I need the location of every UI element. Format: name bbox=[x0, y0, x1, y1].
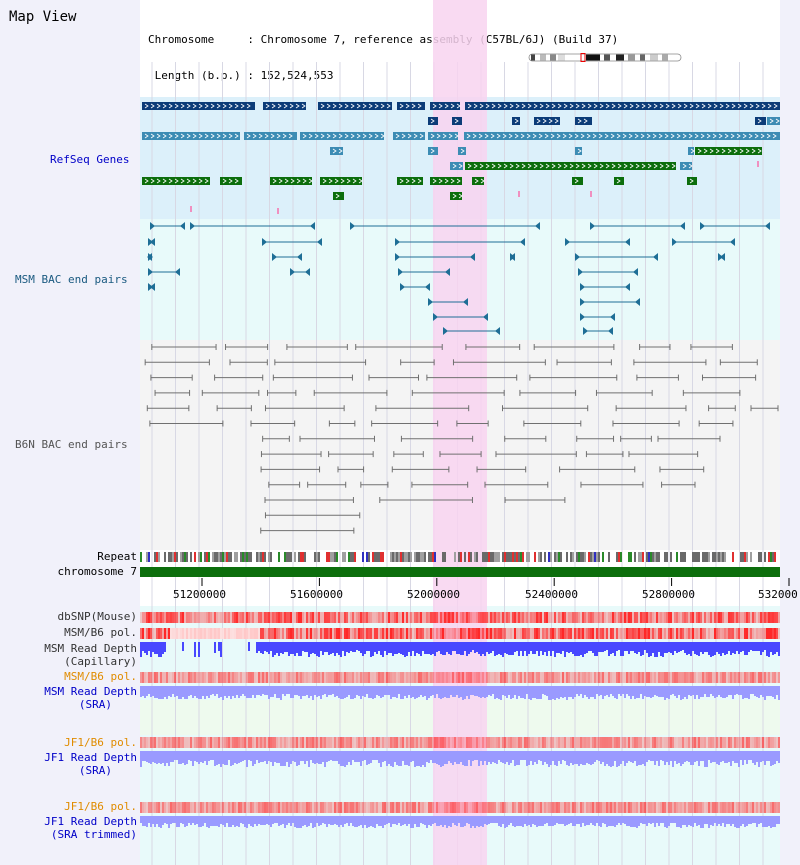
axis-tick-label: 52800000 bbox=[642, 588, 695, 601]
gene-feature bbox=[333, 192, 344, 200]
jf1-depth-sra-bars bbox=[140, 751, 780, 767]
length-label: Length (b.p.) : bbox=[148, 69, 261, 82]
gene-feature bbox=[614, 177, 624, 185]
show-label: Show (b.p.) : bbox=[148, 105, 261, 118]
jf1-b6-pol2-track-label: JF1/B6 pol. bbox=[64, 800, 137, 813]
gene-feature bbox=[397, 177, 423, 185]
jf1-depth-label-2: (SRA) bbox=[78, 764, 112, 777]
gene-feature bbox=[680, 162, 692, 170]
chromosome-bar bbox=[140, 567, 780, 577]
depth-tracks-bg bbox=[140, 606, 780, 865]
b6n-bac-track-bg bbox=[140, 340, 780, 550]
chromosome-ideogram[interactable] bbox=[528, 53, 682, 62]
region-info: Chromosome : Chromosome 7, reference ass… bbox=[148, 10, 618, 166]
gene-feature bbox=[695, 147, 762, 155]
msm-b6-pol2-track-label: MSM/B6 pol. bbox=[64, 670, 137, 683]
chromosome-track-label: chromosome 7 bbox=[57, 565, 137, 578]
chromosome-value: Chromosome 7, reference assembly (C57BL/… bbox=[260, 33, 619, 46]
msm-depth-sra-label-2: (SRA) bbox=[78, 698, 112, 711]
msm-bac-track-bg bbox=[140, 219, 780, 340]
msm-b6-pol2-heatmap bbox=[140, 672, 780, 683]
refseq-track-label[interactable]: RefSeq Genes bbox=[50, 153, 130, 166]
dbsnp-heatmap bbox=[140, 612, 780, 623]
coverage-row: Read coverage check span : 10,000 bbox=[149, 142, 618, 154]
gene-feature bbox=[142, 177, 210, 185]
coverage-value: 10,000 bbox=[327, 141, 368, 154]
gene-feature bbox=[755, 117, 766, 125]
right-scroll-panel bbox=[780, 0, 800, 865]
msm-b6-pol-heatmap bbox=[140, 628, 780, 639]
gene-feature bbox=[687, 177, 697, 185]
show-row: Show (b.p.) : 51,087,263-53,269,783 : 2,… bbox=[148, 106, 618, 118]
msm-b6-pol-track-label: MSM/B6 pol. bbox=[64, 626, 137, 639]
jf1-depth-label-1: JF1 Read Depth bbox=[44, 751, 137, 764]
axis-tick-label: 51600000 bbox=[290, 588, 343, 601]
chromosome-row: Chromosome : Chromosome 7, reference ass… bbox=[148, 34, 618, 46]
repeat-track-label: Repeat bbox=[97, 550, 137, 563]
msm-depth-sra-bars bbox=[140, 686, 780, 700]
jf1-b6-pol-heatmap bbox=[140, 737, 780, 748]
dbsnp-track-label: dbSNP(Mouse) bbox=[57, 610, 137, 623]
msm-depth-cap-label-2: (Capillary) bbox=[64, 655, 137, 668]
length-row: Length (b.p.) : 152,524,553 bbox=[148, 70, 618, 82]
coverage-label: Read coverage check span : bbox=[149, 141, 328, 154]
gene-feature bbox=[270, 177, 312, 185]
gene-feature bbox=[767, 117, 780, 125]
axis-tick-label: 52400000 bbox=[525, 588, 578, 601]
msm-depth-capillary-bars bbox=[140, 642, 780, 657]
axis-tick-label: 51200000 bbox=[173, 588, 226, 601]
gene-feature bbox=[472, 177, 484, 185]
page-title: Map View bbox=[9, 9, 77, 25]
gene-feature bbox=[430, 177, 462, 185]
msm-depth-sra-label-1: MSM Read Depth bbox=[44, 685, 137, 698]
gene-feature bbox=[572, 177, 583, 185]
gene-feature bbox=[220, 177, 242, 185]
show-value: 51,087,263-53,269,783 : 2,182,521 bp bbox=[260, 105, 500, 118]
jf1-b6-pol-track-label: JF1/B6 pol. bbox=[64, 736, 137, 749]
chromosome-label: Chromosome : bbox=[148, 33, 261, 46]
jf1-depth-trimmed-bars bbox=[140, 816, 780, 828]
axis-tick-label: 52000000 bbox=[407, 588, 460, 601]
depth-gap-bg bbox=[140, 700, 780, 735]
jf1-trim-label-1: JF1 Read Depth bbox=[44, 815, 137, 828]
msm-bac-track-label[interactable]: MSM BAC end pairs bbox=[15, 273, 128, 286]
b6n-bac-track-label[interactable]: B6N BAC end pairs bbox=[15, 438, 128, 451]
length-value: 152,524,553 bbox=[260, 69, 334, 82]
gene-feature bbox=[688, 147, 694, 155]
gene-feature bbox=[450, 192, 462, 200]
gene-feature bbox=[320, 177, 362, 185]
jf1-b6-pol2-heatmap bbox=[140, 802, 780, 813]
left-label-panel bbox=[0, 0, 140, 865]
jf1-trim-label-2: (SRA trimmed) bbox=[50, 828, 137, 841]
axis-tick-label: 532000 bbox=[758, 588, 798, 601]
msm-depth-cap-label-1: MSM Read Depth bbox=[44, 642, 137, 655]
